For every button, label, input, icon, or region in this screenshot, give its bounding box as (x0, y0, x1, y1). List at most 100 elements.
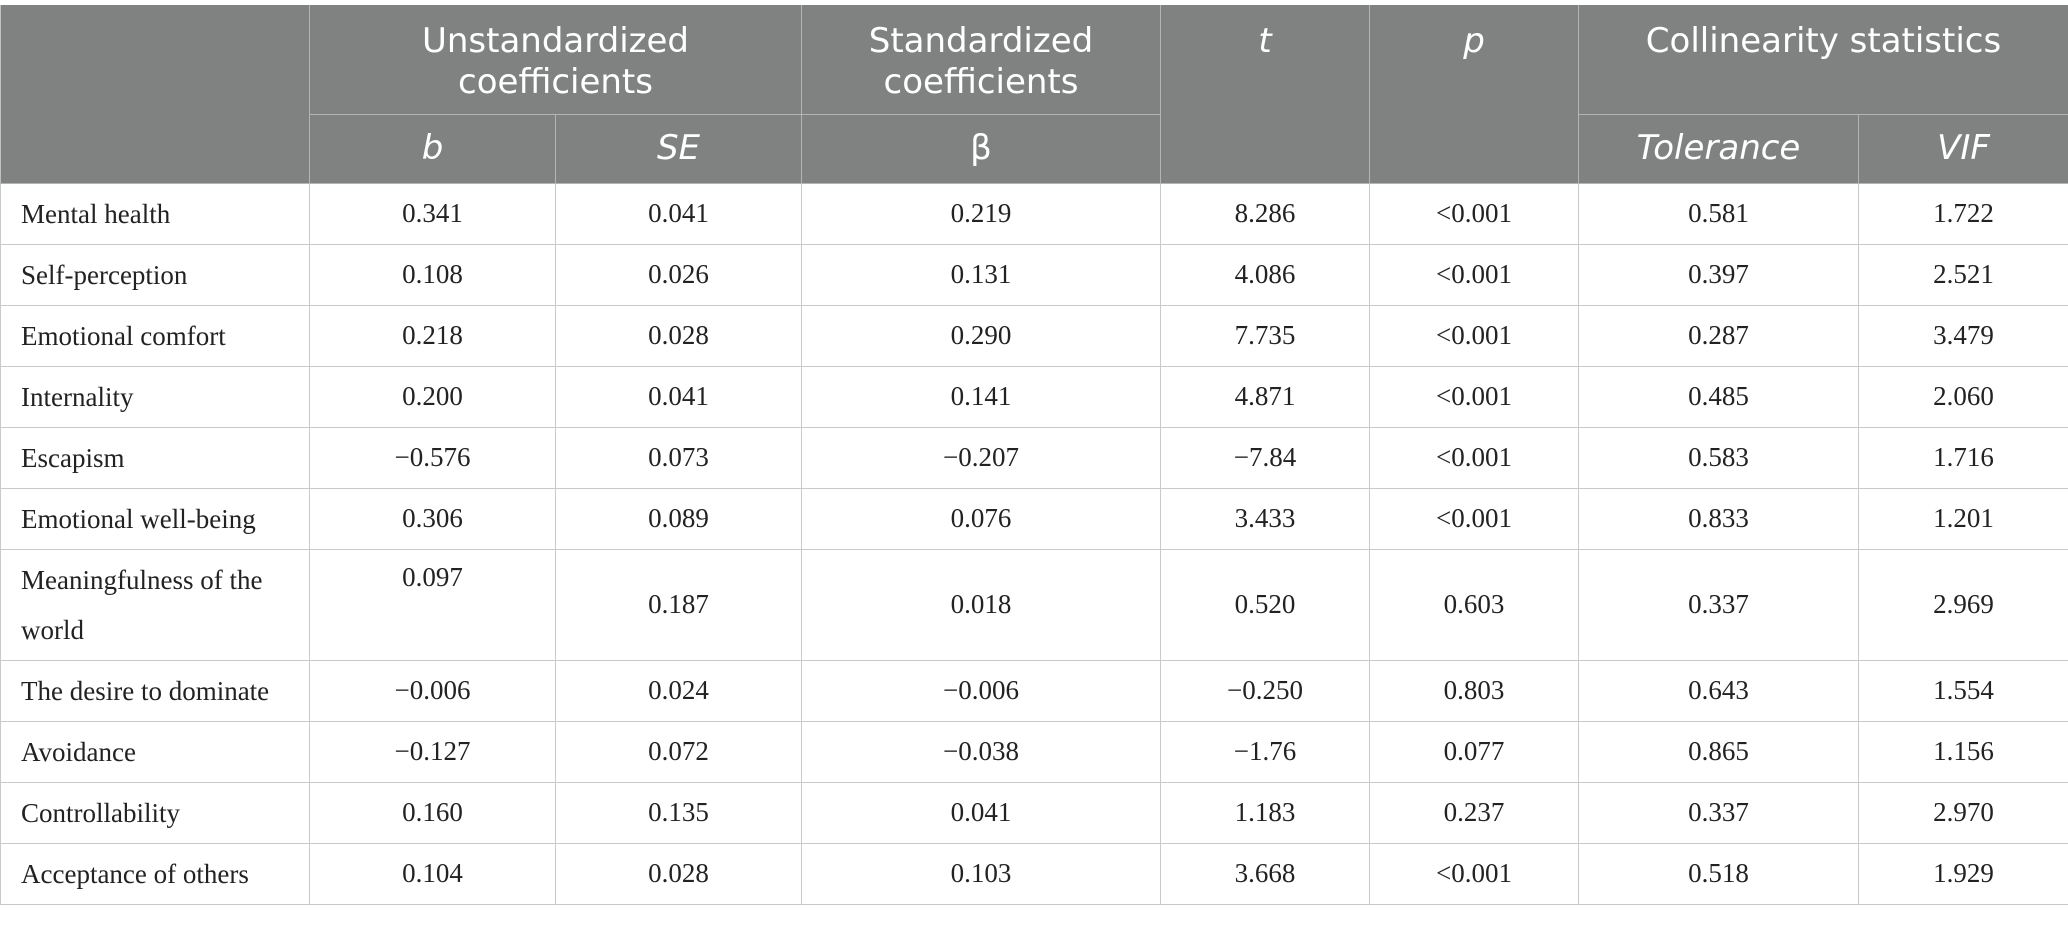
row-label: Internality (0, 365, 310, 428)
header-b: b (309, 114, 556, 184)
beta-cell: 0.131 (801, 243, 1161, 306)
t-cell: 4.871 (1160, 365, 1370, 428)
tolerance-cell: 0.337 (1578, 781, 1859, 844)
beta-cell: −0.038 (801, 720, 1161, 783)
tolerance-cell: 0.287 (1578, 304, 1859, 367)
header-standardized-coefficients: Standardized coefficients (801, 5, 1161, 115)
tolerance-cell: 0.583 (1578, 426, 1859, 489)
b-cell: 0.104 (309, 842, 556, 905)
p-cell: 0.077 (1369, 720, 1579, 783)
vif-cell: 1.156 (1858, 720, 2068, 783)
header-se: SE (555, 114, 802, 184)
p-cell: <0.001 (1369, 426, 1579, 489)
header-beta: β (801, 114, 1161, 184)
se-cell: 0.135 (555, 781, 802, 844)
table-row: Self-perception 0.108 0.026 0.131 4.086 <0.00… (0, 243, 2068, 306)
table-row: Mental health 0.341 0.041 0.219 8.286 <0.001 0… (0, 182, 2068, 245)
p-cell: <0.001 (1369, 182, 1579, 245)
p-cell: 0.237 (1369, 781, 1579, 844)
vif-cell: 2.521 (1858, 243, 2068, 306)
row-label: Avoidance (0, 720, 310, 783)
header-vif: VIF (1858, 114, 2068, 184)
beta-cell: 0.290 (801, 304, 1161, 367)
t-cell: 0.520 (1160, 548, 1370, 661)
beta-cell: 0.041 (801, 781, 1161, 844)
tolerance-cell: 0.397 (1578, 243, 1859, 306)
row-label: Emotional comfort (0, 304, 310, 367)
tolerance-cell: 0.865 (1578, 720, 1859, 783)
p-cell: 0.803 (1369, 659, 1579, 722)
b-cell: −0.576 (309, 426, 556, 489)
header-p: p (1369, 5, 1579, 184)
t-cell: 3.433 (1160, 487, 1370, 550)
beta-cell: 0.018 (801, 548, 1161, 661)
row-label: Emotional well-being (0, 487, 310, 550)
vif-cell: 2.970 (1858, 781, 2068, 844)
b-cell: 0.108 (309, 243, 556, 306)
se-cell: 0.072 (555, 720, 802, 783)
table-row: Acceptance of others 0.104 0.028 0.103 3.668… (0, 842, 2068, 905)
se-cell: 0.073 (555, 426, 802, 489)
table-body: Mental health 0.341 0.041 0.219 8.286 <0.001 0… (0, 182, 2068, 905)
b-cell: 0.306 (309, 487, 556, 550)
se-cell: 0.028 (555, 304, 802, 367)
p-cell: <0.001 (1369, 487, 1579, 550)
tolerance-cell: 0.833 (1578, 487, 1859, 550)
b-cell: −0.127 (309, 720, 556, 783)
t-cell: 3.668 (1160, 842, 1370, 905)
header-unstandardized-coefficients: Unstandardized coefficients (309, 5, 802, 115)
header-t: t (1160, 5, 1370, 184)
t-cell: −1.76 (1160, 720, 1370, 783)
vif-cell: 1.722 (1858, 182, 2068, 245)
t-cell: 4.086 (1160, 243, 1370, 306)
p-cell: <0.001 (1369, 842, 1579, 905)
vif-cell: 1.201 (1858, 487, 2068, 550)
table-header: Unstandardized coefficients Standardized… (0, 5, 2068, 184)
beta-cell: 0.076 (801, 487, 1161, 550)
b-cell: 0.218 (309, 304, 556, 367)
header-tolerance: Tolerance (1578, 114, 1859, 184)
row-label: Acceptance of others (0, 842, 310, 905)
p-cell: 0.603 (1369, 548, 1579, 661)
tolerance-cell: 0.581 (1578, 182, 1859, 245)
b-cell: −0.006 (309, 659, 556, 722)
se-cell: 0.024 (555, 659, 802, 722)
se-cell: 0.026 (555, 243, 802, 306)
p-cell: <0.001 (1369, 304, 1579, 367)
table-row: Emotional well-being 0.306 0.089 0.076 3.433… (0, 487, 2068, 550)
row-label: Self-perception (0, 243, 310, 306)
se-cell: 0.187 (555, 548, 802, 661)
b-cell: 0.341 (309, 182, 556, 245)
vif-cell: 2.060 (1858, 365, 2068, 428)
vif-cell: 3.479 (1858, 304, 2068, 367)
p-cell: <0.001 (1369, 365, 1579, 428)
tolerance-cell: 0.643 (1578, 659, 1859, 722)
beta-cell: 0.103 (801, 842, 1161, 905)
table-row: Escapism −0.576 0.073 −0.207 −7.84 <0.001 0.58… (0, 426, 2068, 489)
table-row: Emotional comfort 0.218 0.028 0.290 7.735 <0.… (0, 304, 2068, 367)
b-cell: 0.097 (309, 548, 556, 661)
tolerance-cell: 0.485 (1578, 365, 1859, 428)
row-label: The desire to dominate (0, 659, 310, 722)
regression-coefficients-table: Unstandardized coefficients Standardized… (0, 5, 2068, 905)
beta-cell: 0.141 (801, 365, 1161, 428)
t-cell: 7.735 (1160, 304, 1370, 367)
table-row: Controllability 0.160 0.135 0.041 1.183 0.237… (0, 781, 2068, 844)
table-row: The desire to dominate −0.006 0.024 −0.006−… (0, 659, 2068, 722)
vif-cell: 2.969 (1858, 548, 2068, 661)
table-row: Meaningfulness of the world 0.097 0.187 0.0… (0, 548, 2068, 661)
b-cell: 0.200 (309, 365, 556, 428)
tolerance-cell: 0.518 (1578, 842, 1859, 905)
row-label: Meaningfulness of the world (0, 548, 310, 661)
header-variable-empty (0, 5, 310, 184)
b-cell: 0.160 (309, 781, 556, 844)
t-cell: −7.84 (1160, 426, 1370, 489)
table-row: Internality 0.200 0.041 0.141 4.871 <0.001 0.4… (0, 365, 2068, 428)
beta-cell: −0.006 (801, 659, 1161, 722)
se-cell: 0.028 (555, 842, 802, 905)
t-cell: 8.286 (1160, 182, 1370, 245)
row-label: Escapism (0, 426, 310, 489)
se-cell: 0.041 (555, 365, 802, 428)
vif-cell: 1.554 (1858, 659, 2068, 722)
t-cell: 1.183 (1160, 781, 1370, 844)
